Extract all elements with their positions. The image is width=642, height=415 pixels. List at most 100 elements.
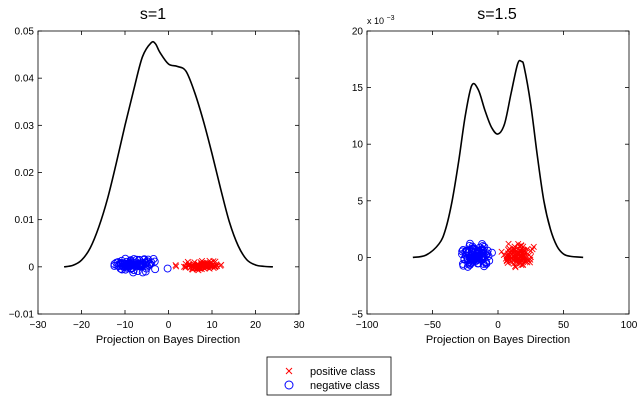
data-point-positive	[196, 262, 203, 269]
data-point-positive	[172, 263, 180, 270]
positive-class-points	[498, 240, 537, 271]
chart-title: s=1.5	[477, 6, 517, 23]
data-point-positive	[182, 264, 189, 271]
x-tick-label: 0	[166, 320, 172, 331]
data-point-negative	[134, 260, 143, 269]
plot-area	[412, 59, 584, 271]
data-point-positive	[519, 250, 526, 257]
legend-label-negative: negative class	[310, 380, 380, 392]
data-point-positive	[518, 242, 525, 249]
y-axis: −0.01 0 0.01 0.02 0.03 0.04 0.05	[9, 27, 299, 321]
data-point-negative	[130, 261, 139, 270]
data-point-positive	[510, 248, 517, 255]
x-axis-label: Projection on Bayes Direction	[426, 334, 570, 346]
data-point-negative	[121, 261, 130, 270]
y-tick-label: 5	[357, 196, 363, 207]
data-point-negative	[458, 247, 467, 256]
y-tick-label: 20	[352, 27, 364, 38]
y-tick-label: 15	[352, 83, 364, 94]
y-tick-label: −0.01	[9, 310, 35, 321]
data-point-positive	[516, 243, 523, 250]
x-axis: −100 −50 0 50 100	[356, 31, 638, 331]
axes-box	[366, 30, 630, 315]
y-tick-label: 0	[357, 253, 363, 264]
x-tick-label: 30	[293, 320, 305, 331]
legend-marker-positive	[285, 367, 293, 375]
data-point-positive	[498, 248, 505, 255]
data-point-negative	[487, 248, 496, 257]
chart-title: s=1	[140, 6, 166, 23]
data-point-positive	[513, 259, 520, 266]
x-tick-label: −20	[73, 320, 90, 331]
legend-marker-negative	[284, 380, 294, 390]
data-point-negative	[143, 262, 152, 271]
data-point-positive	[213, 261, 220, 268]
y-exponent-power: −3	[387, 15, 395, 22]
data-point-positive	[192, 264, 200, 271]
data-point-negative	[469, 257, 478, 266]
x-tick-label: −50	[424, 320, 441, 331]
y-tick-label: 0	[28, 262, 34, 273]
data-point-negative	[458, 259, 467, 268]
x-tick-label: 50	[558, 320, 570, 331]
data-point-negative	[141, 267, 150, 276]
y-tick-label: 0.03	[15, 121, 35, 132]
data-point-positive	[527, 253, 534, 261]
x-tick-label: 20	[250, 320, 262, 331]
data-point-positive	[516, 255, 523, 263]
data-point-positive	[204, 262, 212, 270]
data-point-negative	[125, 259, 134, 268]
density-curve	[412, 59, 584, 259]
data-point-negative	[469, 254, 478, 262]
x-axis: −30 −20 −10 0 10 20 30	[30, 31, 305, 331]
data-point-negative	[112, 258, 121, 267]
data-point-negative	[116, 259, 125, 268]
data-point-negative	[478, 249, 486, 258]
data-point-positive	[182, 263, 189, 270]
x-tick-label: −30	[30, 320, 47, 331]
data-point-negative	[475, 247, 484, 256]
data-point-negative	[460, 254, 469, 263]
data-point-positive	[505, 240, 512, 247]
data-point-positive	[510, 260, 517, 267]
data-point-negative	[121, 265, 130, 274]
data-point-negative	[462, 246, 471, 255]
data-point-positive	[203, 262, 210, 269]
data-point-negative	[131, 260, 140, 269]
y-tick-label: −5	[352, 310, 364, 321]
positive-class-points	[172, 257, 225, 274]
negative-class-points	[458, 239, 496, 271]
y-tick-label: 0.05	[15, 27, 35, 38]
legend: positive class negative class	[266, 356, 392, 396]
negative-class-points	[110, 254, 172, 277]
data-point-positive	[510, 245, 518, 252]
x-axis-label: Projection on Bayes Direction	[96, 334, 240, 346]
data-point-positive	[524, 246, 531, 253]
data-point-positive	[511, 246, 518, 253]
density-curve	[63, 40, 273, 268]
data-point-positive	[512, 264, 519, 271]
x-tick-label: 10	[206, 320, 218, 331]
data-point-negative	[485, 256, 494, 265]
data-point-negative	[138, 268, 147, 277]
y-tick-label: 10	[352, 140, 364, 151]
x-tick-label: 100	[621, 320, 638, 331]
data-point-positive	[503, 257, 511, 264]
chart-panel-s1: s=1 −0.01 0 0.01 0.02 0.03 0.04 0.05 −30 −20 −10…	[9, 6, 305, 346]
y-tick-label: 0.04	[15, 74, 35, 85]
data-point-positive	[503, 252, 510, 259]
y-tick-label: 0.02	[15, 168, 35, 179]
plot-area	[63, 40, 273, 277]
data-point-positive	[172, 261, 179, 269]
y-exponent-label: x 10 −3	[367, 15, 395, 26]
x-tick-label: −100	[356, 320, 379, 331]
data-point-positive	[526, 259, 534, 266]
data-point-negative	[163, 264, 172, 273]
y-exponent-base: x 10	[367, 16, 384, 26]
y-axis: −5 0 5 10 15 20	[352, 27, 629, 321]
x-tick-label: −10	[117, 320, 134, 331]
data-point-negative	[151, 265, 160, 274]
legend-label-positive: positive class	[310, 366, 376, 378]
